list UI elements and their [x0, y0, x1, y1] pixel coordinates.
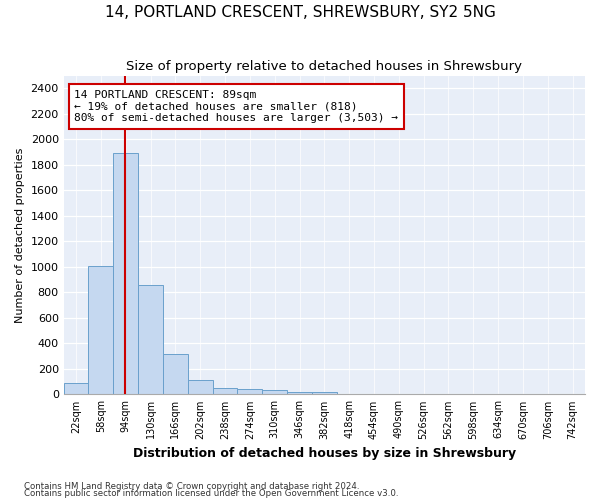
X-axis label: Distribution of detached houses by size in Shrewsbury: Distribution of detached houses by size …: [133, 447, 516, 460]
Bar: [113, 154, 138, 394]
Bar: [64, 383, 88, 394]
Y-axis label: Number of detached properties: Number of detached properties: [15, 148, 25, 322]
Bar: [238, 390, 262, 394]
Bar: [188, 380, 212, 394]
Bar: [138, 284, 163, 395]
Bar: [312, 392, 337, 394]
Text: Contains public sector information licensed under the Open Government Licence v3: Contains public sector information licen…: [24, 489, 398, 498]
Text: 14, PORTLAND CRESCENT, SHREWSBURY, SY2 5NG: 14, PORTLAND CRESCENT, SHREWSBURY, SY2 5…: [104, 5, 496, 20]
Text: Contains HM Land Registry data © Crown copyright and database right 2024.: Contains HM Land Registry data © Crown c…: [24, 482, 359, 491]
Bar: [88, 266, 113, 394]
Title: Size of property relative to detached houses in Shrewsbury: Size of property relative to detached ho…: [127, 60, 523, 73]
Bar: [262, 390, 287, 394]
Bar: [163, 354, 188, 395]
Bar: [212, 388, 238, 394]
Bar: [287, 392, 312, 394]
Text: 14 PORTLAND CRESCENT: 89sqm
← 19% of detached houses are smaller (818)
80% of se: 14 PORTLAND CRESCENT: 89sqm ← 19% of det…: [74, 90, 398, 123]
